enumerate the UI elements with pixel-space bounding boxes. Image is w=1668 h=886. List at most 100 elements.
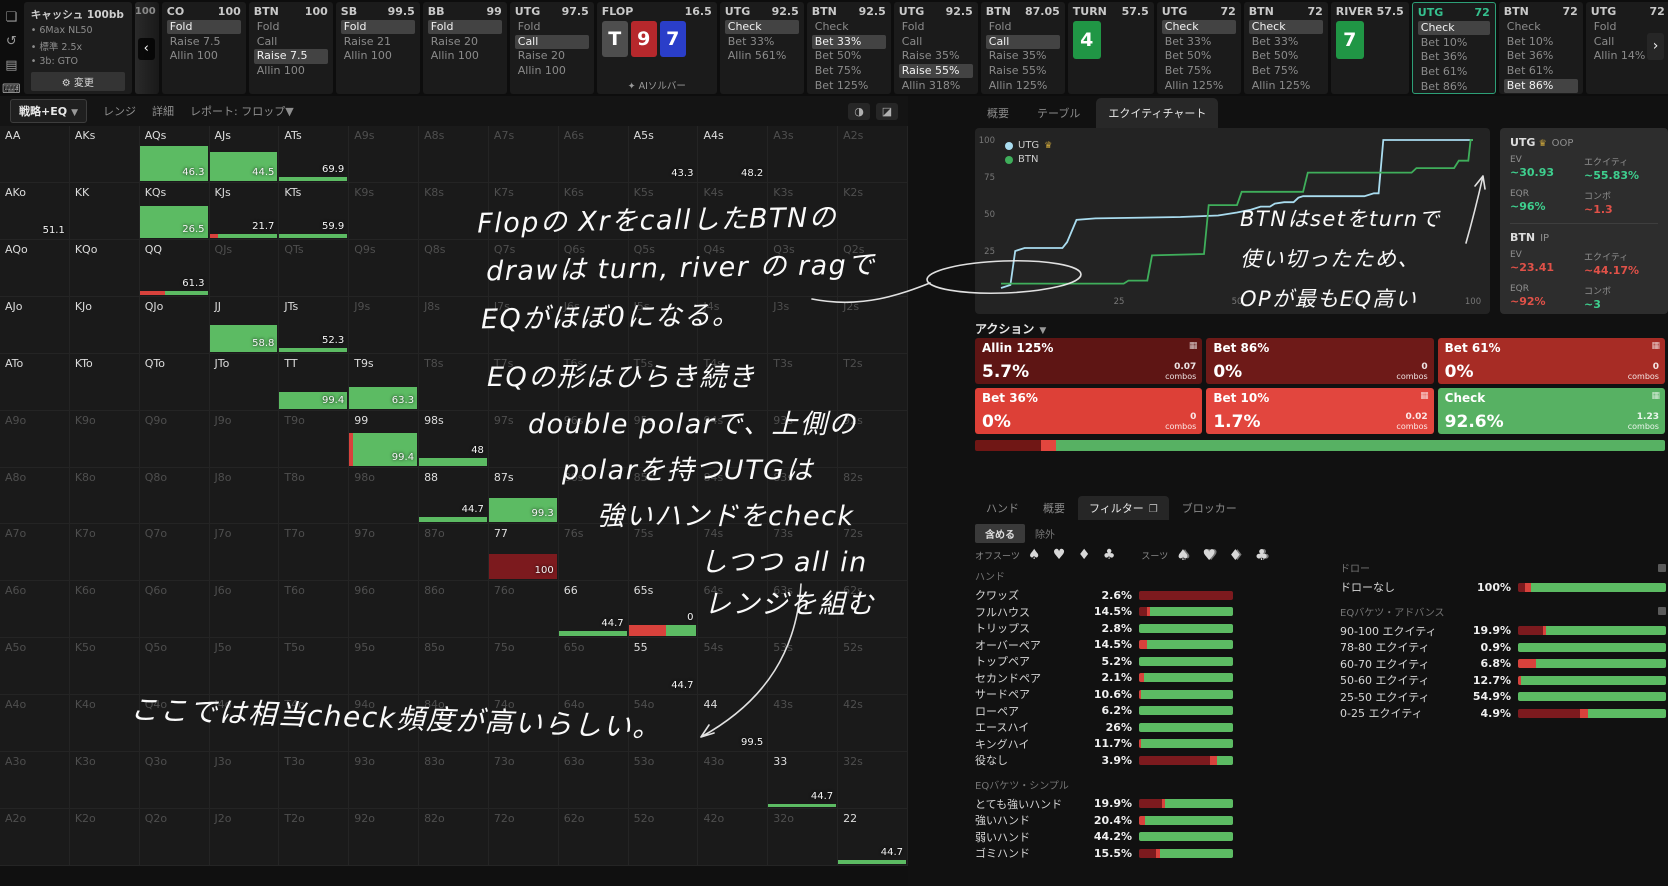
matrix-cell-94o[interactable]: 94o: [349, 695, 420, 753]
action-option[interactable]: Fold: [1593, 20, 1617, 33]
action-option[interactable]: Bet 33%: [1164, 34, 1212, 48]
matrix-cell-33[interactable]: 33 44.7: [768, 752, 839, 810]
matrix-cell-94s[interactable]: 94s: [698, 410, 769, 468]
matrix-cell-84s[interactable]: 84s: [698, 467, 769, 525]
matrix-cell-53o[interactable]: 53o: [628, 752, 699, 810]
tab-report[interactable]: レポート: フロップ▼: [190, 105, 294, 118]
matrix-cell-43s[interactable]: 43s: [768, 695, 839, 753]
action-option[interactable]: Allin 100: [517, 64, 566, 78]
position-panel-utg[interactable]: UTG 97.5 Fold Call Raise 20 Allin 100: [509, 2, 594, 94]
position-panel-utg[interactable]: UTG 92.5 Fold Call Raise 35% Raise 55% Allin 3…: [893, 2, 978, 94]
matrix-cell-T3s[interactable]: T3s: [768, 353, 839, 411]
matrix-cell-95o[interactable]: 95o: [349, 638, 420, 696]
action-option[interactable]: Check: [724, 20, 799, 35]
matrix-cell-92s[interactable]: 92s: [838, 410, 908, 468]
action-option[interactable]: Bet 61%: [1420, 65, 1468, 79]
matrix-cell-KTs[interactable]: KTs 59.9: [279, 182, 350, 240]
matrix-cell-T9s[interactable]: T9s 63.3: [349, 353, 420, 411]
position-panel-bb[interactable]: BB 99 Fold Raise 20 Allin 100: [422, 2, 507, 94]
filter-row-ドローなし[interactable]: ドローなし 100%: [1340, 579, 1666, 596]
matrix-cell-52o[interactable]: 52o: [628, 809, 699, 866]
filter-row-エースハイ[interactable]: エースハイ 26%: [975, 719, 1233, 736]
matrix-cell-86s[interactable]: 86s: [558, 467, 629, 525]
matrix-cell-44[interactable]: 44 99.5: [698, 695, 769, 753]
action-option[interactable]: Allin 100: [430, 49, 479, 63]
action-option[interactable]: Fold: [166, 20, 241, 35]
matrix-cell-K4o[interactable]: K4o: [69, 695, 140, 753]
matrix-cell-K2o[interactable]: K2o: [69, 809, 140, 866]
matrix-cell-ATo[interactable]: ATo: [0, 353, 70, 411]
action-card-bet61[interactable]: Bet 61% 0% 0 combos ▦: [1437, 338, 1665, 384]
matrix-cell-KK[interactable]: KK: [69, 182, 140, 240]
matrix-cell-63o[interactable]: 63o: [558, 752, 629, 810]
matrix-cell-A7s[interactable]: A7s: [488, 126, 559, 183]
action-option[interactable]: Fold: [340, 20, 415, 35]
exclude-chip[interactable]: 除外: [1035, 530, 1055, 541]
matrix-cell-J3o[interactable]: J3o: [209, 752, 280, 810]
tab-equity-chart[interactable]: エクイティチャート: [1096, 98, 1219, 128]
action-option[interactable]: Check: [1506, 20, 1541, 33]
action-option[interactable]: Bet 36%: [1506, 49, 1554, 63]
action-option[interactable]: Allin 100: [256, 64, 305, 78]
matrix-cell-J4s[interactable]: J4s: [698, 296, 769, 354]
action-option[interactable]: Bet 50%: [814, 49, 862, 63]
matrix-cell-95s[interactable]: 95s: [628, 410, 699, 468]
matrix-cell-73o[interactable]: 73o: [488, 752, 559, 810]
matrix-cell-Q2o[interactable]: Q2o: [139, 809, 210, 866]
action-option[interactable]: Allin 561%: [812, 93, 886, 94]
filter-tab-フィルター[interactable]: フィルター ❐: [1078, 496, 1169, 520]
matrix-cell-42s[interactable]: 42s: [838, 695, 908, 753]
action-option[interactable]: Bet 75%: [814, 64, 862, 78]
matrix-cell-AKo[interactable]: AKo 51.1: [0, 182, 70, 240]
tab-overview[interactable]: 概要: [987, 107, 1009, 120]
matrix-cell-JJ[interactable]: JJ 58.8: [209, 296, 280, 354]
matrix-cell-KJo[interactable]: KJo: [69, 296, 140, 354]
matrix-cell-J5o[interactable]: J5o: [209, 638, 280, 696]
checkbox-icon[interactable]: [1658, 563, 1666, 572]
position-panel-sb[interactable]: SB 99.5 Fold Raise 21 Allin 100: [335, 2, 420, 94]
matrix-cell-64o[interactable]: 64o: [558, 695, 629, 753]
matrix-cell-Q6o[interactable]: Q6o: [139, 581, 210, 639]
matrix-cell-ATs[interactable]: ATs 69.9: [279, 126, 350, 183]
matrix-cell-54o[interactable]: 54o: [628, 695, 699, 753]
matrix-cell-32s[interactable]: 32s: [838, 752, 908, 810]
matrix-cell-72o[interactable]: 72o: [488, 809, 559, 866]
filter-tab-概要[interactable]: 概要: [1043, 502, 1065, 515]
matrix-cell-93s[interactable]: 93s: [768, 410, 839, 468]
matrix-cell-62s[interactable]: 62s: [838, 581, 908, 639]
action-option[interactable]: Bet 33%: [1251, 34, 1299, 48]
matrix-cell-Q3s[interactable]: Q3s: [768, 239, 839, 297]
action-option[interactable]: Bet 50%: [1164, 49, 1212, 63]
matrix-cell-J8o[interactable]: J8o: [209, 467, 280, 525]
matrix-cell-63s[interactable]: 63s: [768, 581, 839, 639]
filter-row-90-100 エクイティ[interactable]: 90-100 エクイティ 19.9%: [1340, 623, 1666, 640]
matrix-cell-88[interactable]: 88 44.7: [419, 467, 489, 525]
matrix-cell-AJs[interactable]: AJs 44.5: [209, 126, 280, 183]
matrix-cell-J5s[interactable]: J5s: [628, 296, 699, 354]
matrix-cell-86o[interactable]: 86o: [419, 581, 489, 639]
filter-row-とても強いハンド[interactable]: とても強いハンド 19.9%: [975, 796, 1233, 813]
matrix-cell-KQo[interactable]: KQo: [69, 239, 140, 297]
action-option[interactable]: Bet 33%: [811, 34, 886, 49]
action-option[interactable]: Raise 7.5: [253, 49, 328, 64]
action-option[interactable]: Check: [1161, 20, 1236, 35]
matrix-cell-K5o[interactable]: K5o: [69, 638, 140, 696]
matrix-cell-J3s[interactable]: J3s: [768, 296, 839, 354]
chevron-right-icon[interactable]: ›: [1647, 33, 1664, 60]
action-option[interactable]: Fold: [256, 20, 280, 33]
matrix-cell-T5s[interactable]: T5s: [628, 353, 699, 411]
matrix-cell-K5s[interactable]: K5s: [628, 182, 699, 240]
matrix-cell-A4o[interactable]: A4o: [0, 695, 70, 753]
action-option[interactable]: Allin 125%: [1164, 78, 1224, 92]
matrix-cell-Q8s[interactable]: Q8s: [419, 239, 489, 297]
action-option[interactable]: Allin 100: [343, 49, 392, 63]
matrix-cell-KTo[interactable]: KTo: [69, 353, 140, 411]
matrix-cell-Q9s[interactable]: Q9s: [349, 239, 420, 297]
matrix-cell-J6o[interactable]: J6o: [209, 581, 280, 639]
matrix-cell-QQ[interactable]: QQ 61.3: [139, 239, 210, 297]
matrix-cell-66[interactable]: 66 44.7: [558, 581, 629, 639]
matrix-cell-Q7o[interactable]: Q7o: [139, 524, 210, 582]
matrix-cell-73s[interactable]: 73s: [768, 524, 839, 582]
matrix-cell-J2o[interactable]: J2o: [209, 809, 280, 866]
matrix-cell-A6s[interactable]: A6s: [558, 126, 629, 183]
